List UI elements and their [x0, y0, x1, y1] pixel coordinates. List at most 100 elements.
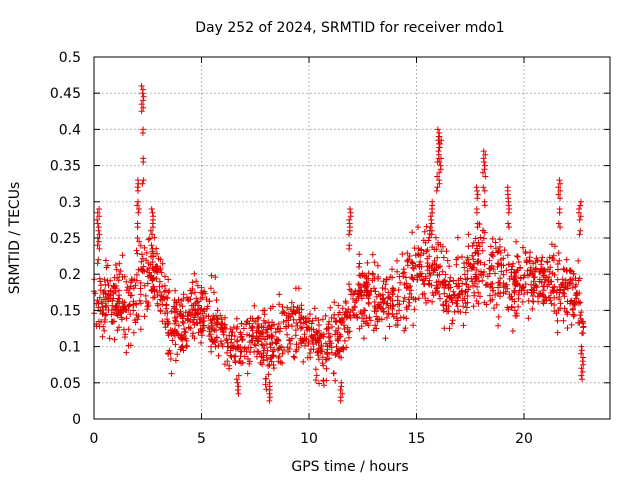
- data-point: [429, 262, 436, 269]
- data-point: [285, 348, 292, 355]
- data-point: [414, 276, 421, 283]
- data-point: [427, 224, 434, 231]
- data-point: [425, 297, 431, 304]
- data-point: [516, 282, 523, 289]
- data-point: [135, 180, 142, 187]
- data-point: [529, 287, 536, 294]
- y-tick-label: 0.05: [50, 376, 81, 392]
- data-point: [116, 324, 122, 331]
- data-point: [489, 296, 496, 303]
- data-point: [138, 258, 145, 265]
- data-point: [492, 292, 499, 298]
- data-point: [119, 274, 126, 280]
- y-tick-label: 0: [72, 412, 81, 428]
- data-point: [172, 287, 179, 294]
- data-point: [517, 275, 524, 282]
- data-point: [191, 289, 198, 296]
- data-point: [324, 325, 330, 332]
- data-point: [294, 322, 301, 329]
- data-point: [108, 318, 115, 325]
- data-point: [292, 285, 299, 292]
- data-point: [480, 184, 487, 191]
- data-point: [494, 263, 501, 270]
- data-point: [154, 250, 160, 257]
- data-point: [287, 306, 294, 313]
- data-point: [176, 301, 183, 308]
- data-point: [144, 306, 151, 313]
- data-point: [306, 325, 313, 332]
- data-point: [503, 267, 510, 274]
- data-point: [181, 328, 188, 335]
- data-point: [506, 224, 512, 231]
- data-point: [255, 314, 262, 321]
- data-point: [364, 259, 371, 266]
- data-point: [311, 305, 318, 312]
- data-point: [264, 347, 271, 354]
- data-point: [479, 277, 486, 284]
- data-point: [259, 354, 266, 361]
- data-point: [560, 317, 567, 324]
- y-tick-label: 0.25: [50, 231, 81, 247]
- data-point: [357, 309, 364, 315]
- data-point: [369, 277, 376, 284]
- data-point: [222, 326, 229, 332]
- data-point: [511, 289, 518, 296]
- data-point: [456, 283, 463, 290]
- data-point: [128, 279, 134, 286]
- data-point: [555, 191, 562, 198]
- data-point: [403, 315, 410, 322]
- data-point: [497, 256, 504, 263]
- data-point: [540, 300, 547, 307]
- data-point: [548, 241, 555, 248]
- data-point: [459, 253, 465, 260]
- data-point: [554, 276, 561, 283]
- data-point: [580, 354, 587, 361]
- data-point: [432, 267, 438, 274]
- data-point: [274, 325, 281, 332]
- data-point: [397, 279, 404, 286]
- data-point: [152, 266, 159, 273]
- data-point: [155, 302, 161, 309]
- data-point: [358, 295, 365, 302]
- data-point: [100, 323, 107, 330]
- data-point: [161, 282, 168, 289]
- data-point: [266, 390, 273, 397]
- data-point: [175, 322, 182, 329]
- data-point: [480, 148, 487, 155]
- data-point: [486, 265, 493, 272]
- data-point: [441, 290, 448, 297]
- data-point: [201, 306, 208, 313]
- data-point: [157, 265, 164, 272]
- data-point: [153, 287, 160, 294]
- data-point: [123, 315, 130, 322]
- data-point: [578, 309, 585, 316]
- data-point: [133, 277, 140, 284]
- data-point: [365, 292, 372, 299]
- data-point: [154, 292, 161, 298]
- data-point: [521, 272, 528, 279]
- data-point: [406, 290, 413, 297]
- data-point: [174, 351, 181, 358]
- data-point: [475, 250, 482, 257]
- data-point: [420, 250, 427, 257]
- data-point: [260, 342, 266, 349]
- data-point: [261, 307, 268, 314]
- data-point: [190, 330, 196, 337]
- data-point: [509, 263, 516, 270]
- data-point: [246, 360, 253, 367]
- data-point: [251, 348, 258, 355]
- data-point: [533, 255, 540, 262]
- data-point: [237, 348, 244, 355]
- data-point: [501, 247, 508, 254]
- data-point: [229, 329, 236, 336]
- data-point: [131, 276, 138, 283]
- data-point: [517, 264, 524, 271]
- axis-ticks: [93, 56, 610, 420]
- data-point: [234, 323, 241, 330]
- data-point: [238, 348, 245, 355]
- data-point: [346, 216, 353, 223]
- data-point: [326, 342, 333, 349]
- data-point: [94, 260, 101, 267]
- data-point: [363, 279, 370, 286]
- data-point: [532, 259, 539, 265]
